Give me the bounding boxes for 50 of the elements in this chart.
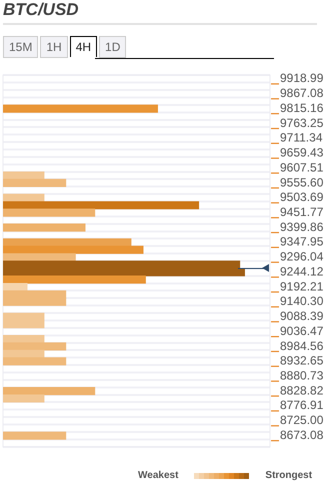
y-tick-label: 9451.77 xyxy=(280,205,324,220)
y-tick-label: 9918.99 xyxy=(280,71,324,86)
y-tick-label: 9036.47 xyxy=(280,324,324,338)
bar xyxy=(3,253,76,262)
bar xyxy=(3,171,44,180)
text: 1H xyxy=(40,36,68,58)
y-tick-label: 9555.60 xyxy=(280,175,324,190)
bar xyxy=(3,282,28,292)
y-tick-label: 8828.82 xyxy=(280,383,324,398)
y-tick-label: 8932.65 xyxy=(280,354,324,368)
y-tick-label: 8880.73 xyxy=(280,368,324,383)
y-tick-label: 9711.34 xyxy=(280,130,323,145)
bar xyxy=(3,246,144,254)
bar xyxy=(3,394,44,403)
y-tick-label: 9659.43 xyxy=(280,146,324,160)
text: 4H xyxy=(70,36,98,57)
y-tick-label: 9192.21 xyxy=(280,279,324,294)
y-tick-label: 8776.91 xyxy=(280,398,324,412)
y-tick-label: 9140.30 xyxy=(280,294,324,308)
bar xyxy=(3,350,44,358)
bar xyxy=(3,342,66,351)
bar xyxy=(3,104,158,113)
bar xyxy=(3,276,146,284)
y-tick-label: 9867.08 xyxy=(280,86,324,100)
bar xyxy=(3,334,44,344)
y-tick-label: 9503.69 xyxy=(280,190,324,204)
y-tick-label: 9763.25 xyxy=(280,116,324,130)
y-tick-label: 9607.51 xyxy=(280,160,324,174)
bar xyxy=(3,387,96,396)
bar xyxy=(3,238,132,246)
y-tick-label: 9399.86 xyxy=(280,220,324,234)
bar xyxy=(3,224,86,232)
text: Weakest xyxy=(138,470,178,481)
y-tick-label: 9244.12 xyxy=(280,264,324,278)
text: Strongest xyxy=(265,470,312,481)
bar xyxy=(3,357,66,366)
y-tick-label: 8984.56 xyxy=(280,338,324,353)
y-tick-label: 8673.08 xyxy=(280,428,324,442)
text: 1D xyxy=(99,36,126,58)
bar xyxy=(3,432,66,440)
y-tick-label: 9347.95 xyxy=(280,234,324,249)
y-tick-label: 9815.16 xyxy=(280,100,324,115)
text: 15M xyxy=(3,36,38,58)
bar xyxy=(3,178,66,188)
bar xyxy=(3,208,96,217)
y-tick-label: 9296.04 xyxy=(280,250,324,264)
bar xyxy=(3,201,200,210)
y-tick-label: 9088.39 xyxy=(280,309,324,324)
y-tick-label: 8725.00 xyxy=(280,413,324,428)
chart-title: BTC/USD xyxy=(3,0,79,20)
